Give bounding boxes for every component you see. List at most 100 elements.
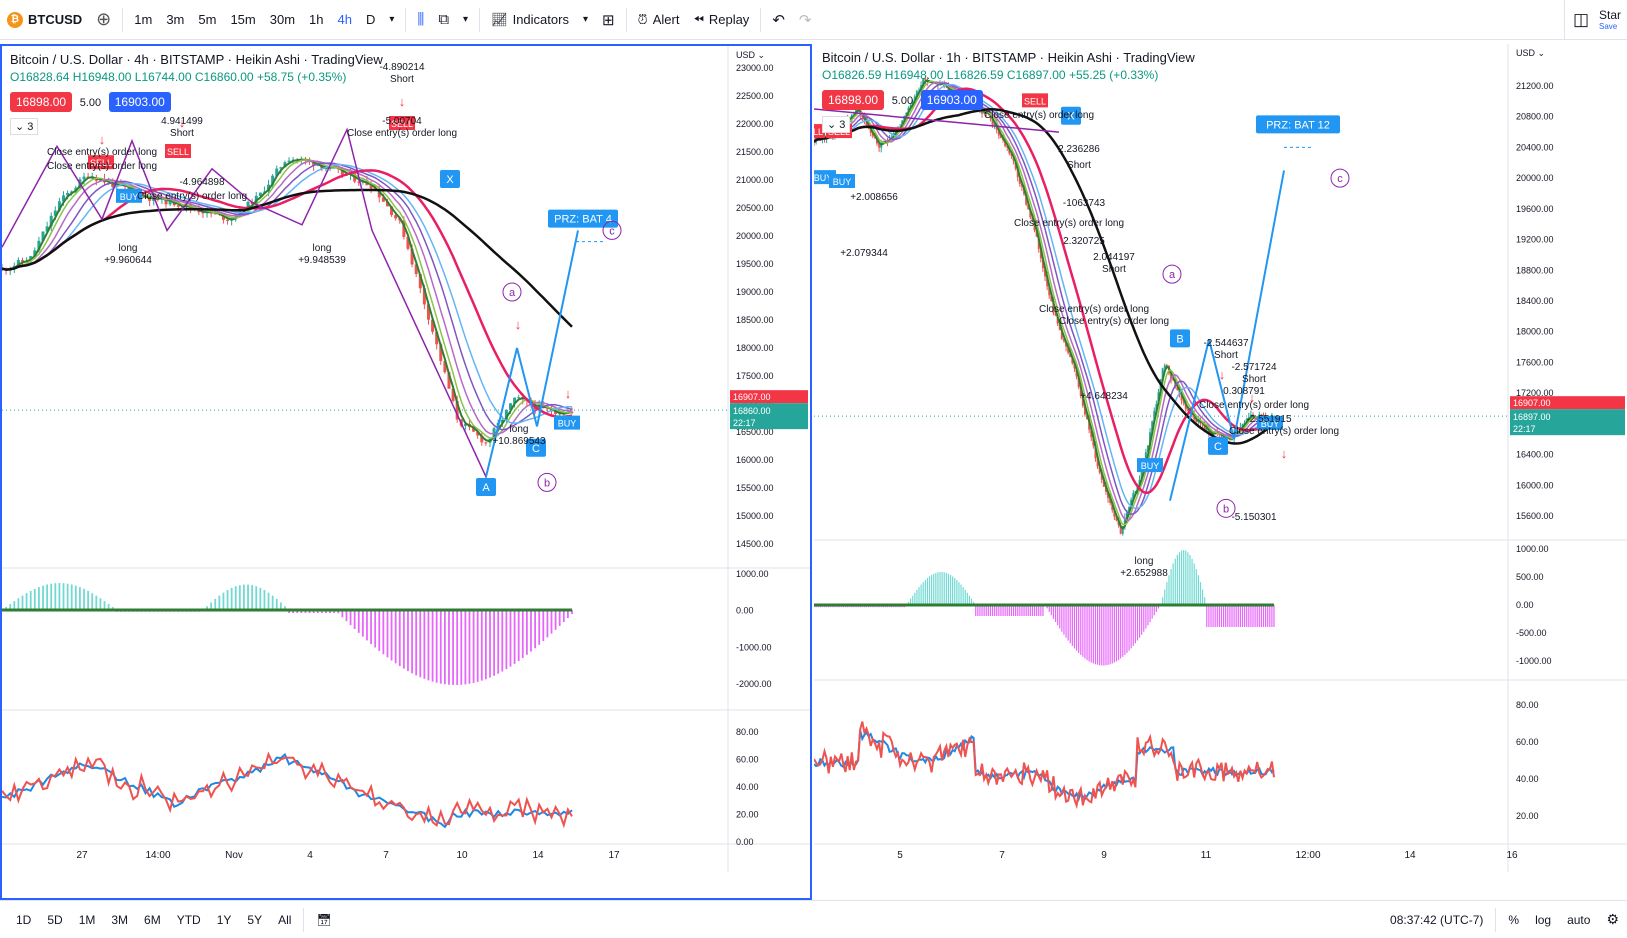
divider	[122, 7, 124, 32]
interval-5m[interactable]: 5m	[191, 0, 223, 40]
buy-price-button[interactable]: 16903.00	[920, 90, 983, 110]
right-chart-pane[interactable]: Bitcoin / U.S. Dollar · 1h · BITSTAMP · …	[814, 44, 1627, 900]
trade-annotation: Short	[1067, 160, 1091, 171]
range-5d[interactable]: 5D	[47, 912, 63, 927]
price-tag: 16907.00	[733, 392, 771, 402]
interval-4h[interactable]: 4h	[331, 0, 359, 40]
range-5y[interactable]: 5Y	[247, 912, 263, 927]
candle-body	[283, 162, 287, 168]
price-tick-label: 20000.00	[1516, 173, 1554, 183]
trade-annotation: Short	[1242, 374, 1266, 385]
interval-1m[interactable]: 1m	[127, 0, 159, 40]
legend-collapse-toggle[interactable]: ⌄ 3	[10, 118, 39, 135]
panel-icon: ◫	[1572, 9, 1589, 29]
sell-price-button[interactable]: 16898.00	[10, 92, 73, 112]
layout-button[interactable]: ⊞	[595, 0, 622, 40]
range-all[interactable]: All	[278, 912, 292, 927]
range-6m[interactable]: 6M	[144, 912, 161, 927]
chevron-down-icon: ▾	[582, 14, 588, 25]
trade-annotation: Close entry(s) order long	[1039, 304, 1149, 315]
ohlc-open: O16826.59	[822, 68, 882, 82]
alert-button[interactable]: ⏰︎ Alert	[631, 0, 687, 40]
candle-body	[1083, 405, 1086, 415]
price-tick-label: 16400.00	[1516, 450, 1554, 460]
save-sub-label: Save	[1599, 22, 1618, 31]
sell-signal-box	[1022, 93, 1048, 108]
redo-button[interactable]: ↷	[792, 0, 819, 40]
candle-body	[1077, 376, 1080, 388]
interval-label: 30m	[269, 12, 296, 27]
candle-body	[66, 193, 70, 196]
candle-body	[213, 213, 217, 215]
range-1m[interactable]: 1M	[78, 912, 96, 927]
legend-collapse-toggle[interactable]: ⌄ 3	[822, 116, 851, 133]
clock-label[interactable]: 08:37:42 (UTC-7)	[1390, 912, 1484, 927]
price-tick-label: 19600.00	[1516, 204, 1554, 214]
undo-icon: ↶	[772, 11, 785, 29]
left-chart-canvas[interactable]: USD ⌄ 23000.00 22500.00 22000.00 21500.00 210…	[2, 46, 812, 900]
trade-annotation: -2.544637	[1203, 338, 1248, 349]
interval-15m[interactable]: 15m	[223, 0, 262, 40]
interval-d[interactable]: D	[359, 0, 382, 40]
candle-body	[1054, 312, 1057, 316]
projection-line	[1169, 170, 1285, 501]
compare-symbol-button[interactable]: ⊕	[89, 0, 118, 40]
left-chart-pane[interactable]: Bitcoin / U.S. Dollar · 4h · BITSTAMP · …	[0, 44, 812, 900]
right-chart-canvas[interactable]: USD ⌄ 21200.00 20800.00 20400.00 20000.00 196…	[814, 44, 1627, 900]
range-1d[interactable]: 1D	[16, 912, 32, 927]
fullscreen-button[interactable]: ◫	[1563, 0, 1597, 40]
candle-body	[1155, 404, 1158, 411]
percent-toggle[interactable]: %	[1508, 912, 1520, 927]
interval-30m[interactable]: 30m	[263, 0, 302, 40]
undo-button[interactable]: ↶	[765, 0, 792, 40]
interval-label: 1h	[309, 12, 324, 27]
sell-signal-box	[165, 144, 191, 158]
replay-button[interactable]: ⏪︎ Replay	[686, 0, 756, 40]
moving-average-line	[814, 83, 1275, 510]
interval-3m[interactable]: 3m	[159, 0, 191, 40]
auto-toggle[interactable]: auto	[1567, 912, 1591, 927]
wave-label: a	[509, 287, 516, 299]
chart-type-button[interactable]: ⧉	[431, 0, 456, 40]
layout-grid-icon: ⊞	[601, 11, 615, 29]
indicators-button[interactable]: 📈︎ Indicators	[484, 0, 576, 40]
candle-body	[922, 79, 925, 86]
range-ytd[interactable]: YTD	[176, 912, 201, 927]
range-3m[interactable]: 3M	[111, 912, 129, 927]
candle-body	[999, 135, 1002, 138]
right-chart-title: Bitcoin / U.S. Dollar · 1h · BITSTAMP · …	[822, 50, 1195, 65]
trade-annotation: -4.890214	[379, 62, 424, 73]
candle-body	[1195, 419, 1198, 422]
rsi-tick-label: 80.00	[1516, 700, 1539, 710]
price-tick-label: 16000.00	[1516, 480, 1554, 490]
candle-body	[221, 214, 225, 220]
goto-date-button[interactable]: 📅︎	[308, 913, 339, 927]
indicators-dropdown[interactable]: ▾	[576, 0, 595, 40]
symbol-search[interactable]: ₿ BTCUSD	[0, 0, 89, 40]
candle-body	[426, 304, 430, 320]
down-arrow-icon: ↓	[99, 132, 106, 147]
price-tick-label: 17600.00	[1516, 357, 1554, 367]
candles-icon: ⫼	[417, 11, 425, 28]
candle-body	[53, 210, 57, 216]
interval-1h[interactable]: 1h	[302, 0, 330, 40]
candle-body	[279, 167, 283, 169]
bar-style-button[interactable]: ⫼	[410, 0, 431, 40]
buy-price-button[interactable]: 16903.00	[108, 92, 171, 112]
candle-body	[62, 195, 66, 202]
price-tick-label: 15000.00	[736, 511, 774, 521]
settings-button[interactable]: ⚙	[1598, 911, 1627, 928]
indicators-icon: 📈︎	[491, 11, 508, 27]
sell-price-button[interactable]: 16898.00	[822, 90, 885, 110]
down-arrow-icon: ↓	[565, 386, 572, 401]
save-button[interactable]: Star Save	[1597, 0, 1627, 40]
pivot-marker-box	[476, 478, 496, 496]
interval-dropdown[interactable]: ▾	[382, 0, 401, 40]
chart-type-dropdown[interactable]: ▾	[456, 0, 475, 40]
sell-signal-box	[88, 155, 114, 170]
left-chart-legend: Bitcoin / U.S. Dollar · 4h · BITSTAMP · …	[10, 52, 383, 135]
divider	[760, 7, 762, 32]
log-toggle[interactable]: log	[1535, 912, 1552, 927]
divider	[303, 907, 305, 932]
range-1y[interactable]: 1Y	[216, 912, 232, 927]
